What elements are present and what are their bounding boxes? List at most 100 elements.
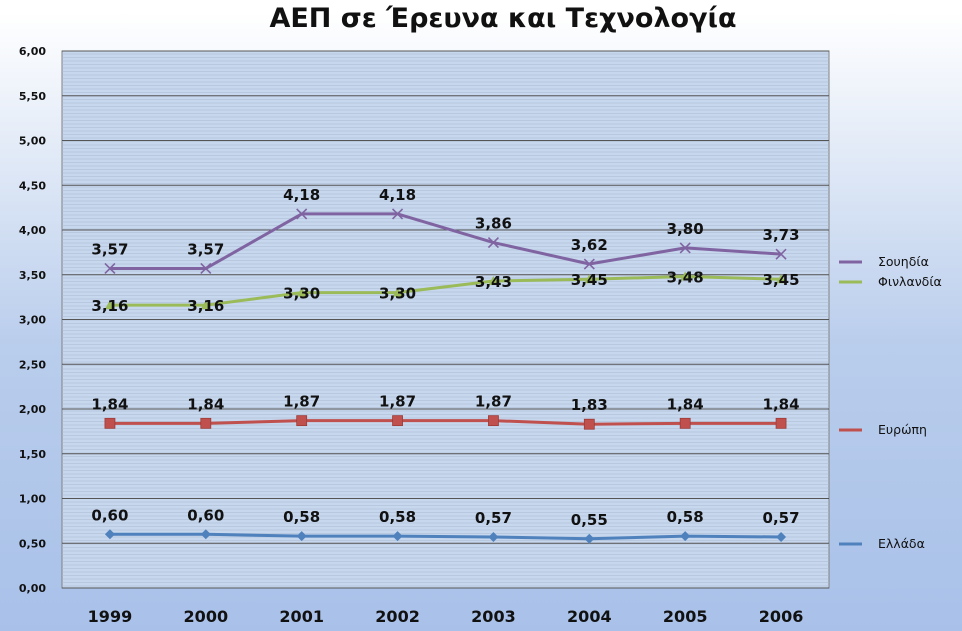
legend-item: Ελλάδα: [839, 536, 925, 551]
legend-label: Σουηδία: [878, 254, 929, 269]
y-tick-label: 4,50: [19, 179, 46, 192]
x-tick-label: 2001: [279, 607, 324, 626]
legend-label: Ευρώπη: [878, 422, 927, 437]
x-axis-tick-labels: 1999 2000 2001 2002 2003 2004 2005 2006: [88, 607, 804, 626]
data-label: 0,58: [379, 508, 416, 526]
data-point-square: [296, 415, 308, 427]
data-label: 3,45: [571, 271, 608, 289]
data-labels: 3,57 3,57 4,18 4,18 3,86 3,62 3,80 3,73 3,16 3,16…: [91, 186, 799, 529]
data-point-diamond: [488, 531, 499, 542]
y-tick-label: 2,00: [19, 403, 46, 416]
legend-item: Ευρώπη: [839, 422, 927, 437]
chart-title: ΑΕΠ σε Έρευνα και Τεχνολογία: [269, 3, 736, 34]
series-line: [109, 532, 782, 541]
data-point-triangle: [776, 274, 787, 284]
data-point-diamond: [296, 531, 307, 542]
data-point-diamond: [392, 531, 403, 542]
data-point-diamond: [680, 531, 691, 542]
x-tick-label: 2004: [567, 607, 612, 626]
data-label: 3,16: [187, 297, 224, 315]
data-point-diamond: [584, 533, 595, 544]
data-label: 0,60: [91, 506, 128, 524]
data-label: 4,18: [379, 186, 416, 204]
data-point-x: [583, 258, 595, 270]
data-point-square: [488, 415, 499, 427]
series-diamond: [104, 529, 787, 544]
data-point-diamond: [776, 531, 787, 542]
data-point-triangle: [200, 300, 211, 310]
data-label: 1,87: [379, 393, 416, 411]
data-label: 0,58: [283, 508, 320, 526]
y-tick-label: 5,50: [19, 90, 46, 103]
legend-item: Φινλανδία: [839, 274, 942, 289]
data-label: 1,84: [763, 395, 800, 413]
data-label: 0,57: [475, 509, 512, 527]
data-label: 0,58: [667, 508, 704, 526]
y-tick-label: 3,50: [19, 269, 46, 282]
x-tick-label: 2005: [663, 607, 708, 626]
x-tick-label: 1999: [88, 607, 133, 626]
data-label: 3,45: [763, 271, 800, 289]
data-point-x: [391, 208, 404, 220]
x-tick-label: 2002: [375, 607, 420, 626]
y-tick-label: 0,00: [19, 582, 46, 595]
data-point-diamond: [200, 529, 211, 540]
series-lines: [104, 208, 787, 544]
series-line: [109, 275, 782, 307]
series-line: [109, 419, 782, 426]
data-point-x: [487, 236, 500, 249]
data-label: 3,57: [187, 240, 224, 258]
data-label: 3,57: [91, 240, 128, 258]
legend-label: Φινλανδία: [878, 274, 942, 289]
data-point-square: [583, 418, 595, 430]
data-label: 1,84: [667, 395, 704, 413]
data-label: 3,30: [379, 285, 416, 303]
y-axis-tick-labels: 0,00 0,50 1,00 1,50 2,00 2,50 3,00 3,50 4,00 4,50…: [19, 45, 46, 595]
data-label: 1,87: [475, 393, 512, 411]
x-tick-label: 2006: [759, 607, 804, 626]
data-label: 1,87: [283, 393, 320, 411]
y-tick-label: 4,00: [19, 224, 46, 237]
series-line: [109, 212, 782, 270]
data-label: 4,18: [283, 186, 320, 204]
series-triangle: [104, 271, 787, 310]
data-point-square: [775, 417, 787, 429]
data-point-triangle: [104, 300, 115, 310]
data-label: 3,62: [571, 236, 608, 254]
data-point-x: [775, 248, 787, 260]
data-point-diamond: [104, 529, 115, 540]
x-tick-label: 2003: [471, 607, 516, 626]
data-point-triangle: [488, 276, 499, 286]
data-label: 1,84: [187, 395, 224, 413]
gridlines: [62, 50, 829, 589]
legend-label: Ελλάδα: [878, 536, 925, 551]
data-label: 0,55: [571, 511, 608, 529]
data-label: 3,86: [475, 215, 512, 233]
data-label: 3,73: [763, 226, 800, 244]
data-label: 0,60: [187, 506, 224, 524]
data-label: 1,83: [571, 396, 608, 414]
data-label: 3,80: [667, 220, 704, 238]
data-label: 3,43: [475, 273, 512, 291]
data-point-square: [104, 417, 116, 429]
data-point-x: [679, 242, 691, 254]
legend-item: Σουηδία: [839, 254, 929, 269]
data-point-square: [679, 417, 691, 429]
data-point-triangle: [296, 287, 307, 297]
data-point-square: [392, 415, 403, 427]
data-point-triangle: [584, 274, 595, 284]
y-tick-label: 3,00: [19, 314, 46, 327]
y-tick-label: 1,50: [19, 448, 46, 461]
data-point-square: [200, 417, 212, 429]
data-point-x: [104, 262, 116, 275]
data-label: 0,57: [763, 509, 800, 527]
series-x: [104, 208, 787, 275]
y-tick-label: 6,00: [19, 45, 46, 58]
data-point-x: [296, 208, 308, 220]
legend: Σουηδία Φινλανδία Ευρώπη Ελλάδα: [839, 254, 942, 551]
data-label: 1,84: [91, 395, 128, 413]
data-point-triangle: [392, 287, 403, 297]
y-tick-label: 0,50: [19, 537, 46, 550]
